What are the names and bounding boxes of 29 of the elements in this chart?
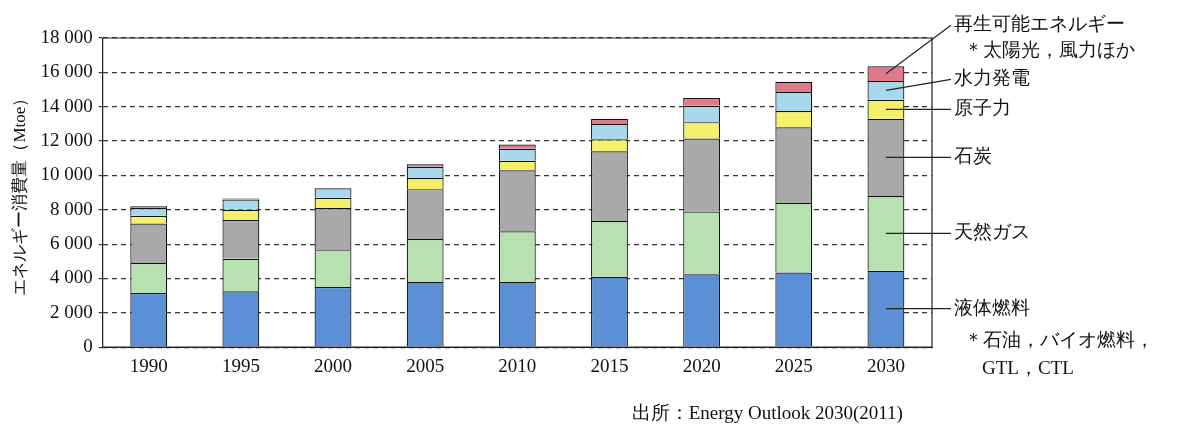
- y-tick-label: 12 000: [40, 129, 93, 151]
- text: 液体燃料: [954, 296, 1030, 318]
- x-tick-label: 2000: [314, 354, 353, 376]
- x-tick-label: 1995: [221, 354, 260, 376]
- x-tick-label: 1990: [129, 354, 168, 376]
- text: 原子力: [954, 97, 1011, 119]
- y-tick-label: 0: [83, 335, 93, 357]
- text: 水力発電: [954, 67, 1030, 89]
- x-tick-label: 2020: [682, 354, 721, 376]
- x-tick-label: 2015: [590, 354, 629, 376]
- y-tick-label: 14 000: [40, 94, 93, 116]
- x-tick-label: 2025: [774, 354, 813, 376]
- y-tick-label: 2 000: [49, 300, 93, 322]
- y-tick-label: 6 000: [49, 232, 93, 254]
- text: 出所：Energy Outlook 2030(2011): [631, 401, 903, 424]
- x-tick-label: 2010: [498, 354, 537, 376]
- text: 再生可能エネルギー: [954, 13, 1125, 35]
- text: ＊石油，バイオ燃料，GTL，CTL: [964, 328, 1154, 378]
- y-tick-label: 8 000: [49, 197, 93, 219]
- y-tick-label: 10 000: [40, 163, 93, 185]
- y-tick-label: 18 000: [40, 25, 93, 47]
- text: ＊太陽光，風力ほか: [964, 39, 1135, 61]
- y-tick-label: 16 000: [40, 60, 93, 82]
- text: 天然ガス: [954, 221, 1030, 243]
- x-tick-label: 2030: [866, 354, 905, 376]
- x-tick-label: 2005: [406, 354, 445, 376]
- text: 石炭: [954, 145, 992, 167]
- y-axis-title: エネルギー消費量（Mtoe）: [9, 89, 29, 296]
- y-tick-label: 4 000: [49, 266, 93, 288]
